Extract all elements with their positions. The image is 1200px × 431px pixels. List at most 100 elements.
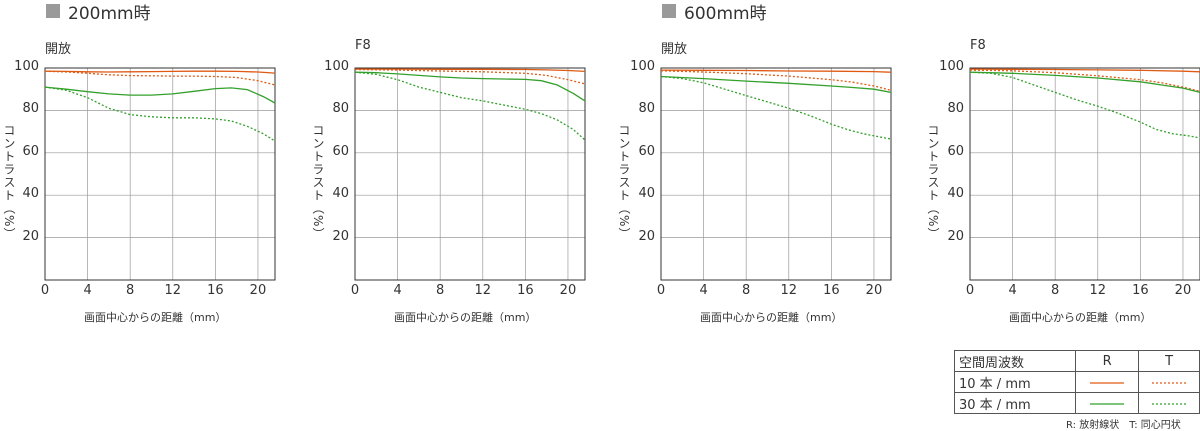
x-tick-label: 8 [126,283,135,298]
series-line [660,70,892,91]
y-tick-label: 100 [324,59,349,74]
x-tick-label: 12 [1089,283,1107,298]
legend-header-row: 空間周波数 R T [954,350,1200,372]
x-tick-label: 20 [249,283,267,298]
legend-row-label: 30 本 / mm [954,392,1076,414]
x-tick-label: 20 [1174,283,1192,298]
y-tick-label: 20 [947,228,964,244]
series-line [355,68,586,73]
y-tick-label: 80 [638,101,655,117]
x-axis-label: 画面中心からの距離（mm） [394,311,537,324]
gray-square-icon [46,4,60,18]
legend-swatch-30-r [1090,402,1125,405]
y-tick-label: 100 [14,59,39,74]
series-line [969,71,1200,94]
section-title: 200mm時 [68,3,151,24]
x-tick-label: 8 [742,283,751,298]
x-tick-label: 0 [350,283,360,298]
y-tick-label: 20 [638,228,655,244]
mtf-chart [660,67,892,281]
x-tick-label: 8 [1051,283,1060,298]
x-tick-label: 4 [83,283,92,298]
plot-frame [44,67,276,281]
legend-row-30: 30 本 / mm [954,392,1200,414]
aperture-label: F8 [970,38,986,53]
y-tick-label: 60 [638,143,655,159]
grid [661,67,891,280]
series-line [44,86,276,142]
mtf-chart [44,67,276,281]
legend-header-r: R [1074,350,1140,372]
y-tick-label: 60 [947,143,964,159]
y-tick-label: 40 [332,186,349,202]
x-tick-label: 20 [865,283,883,298]
y-tick-label: 20 [332,228,349,244]
x-tick-label: 0 [40,283,50,298]
series-line [44,70,276,86]
series-line [44,86,276,104]
x-axis-label: 画面中心からの距離（mm） [84,311,227,324]
grid [355,67,585,280]
series-line [660,69,892,73]
plot-frame [969,67,1200,281]
x-tick-label: 12 [780,283,798,298]
section-header-600mm: 600mm時 [662,0,767,24]
series-line [660,75,892,140]
y-tick-label: 60 [332,143,349,159]
grid [970,67,1200,280]
x-tick-label: 4 [1008,283,1017,298]
x-tick-label: 16 [517,283,534,298]
legend-swatch-30-t [1152,402,1187,405]
x-tick-label: 0 [965,283,975,298]
y-tick-label: 100 [630,59,655,74]
x-tick-label: 16 [207,283,224,298]
x-tick-label: 0 [656,283,666,298]
legend-header-frequency: 空間周波数 [954,350,1076,372]
legend-header-t: T [1138,350,1200,372]
grid [45,67,275,280]
mtf-chart [969,67,1200,281]
legend-swatch-10-t [1152,381,1187,384]
legend-row-label: 10 本 / mm [954,371,1076,393]
series-line [969,69,1200,92]
x-tick-label: 4 [699,283,708,298]
series-line [354,68,586,85]
y-tick-label: 80 [947,101,964,117]
y-axis-label: コントラスト（%） [311,124,325,241]
plot-frame [660,67,892,281]
y-tick-label: 40 [947,186,964,202]
y-tick-label: 40 [22,186,39,202]
x-tick-label: 8 [436,283,445,298]
legend-note: R: 放射線状 T: 同心円状 [1066,420,1181,431]
y-tick-label: 40 [638,186,655,202]
series-line [969,71,1200,139]
section-header-200mm: 200mm時 [46,0,151,24]
x-tick-label: 20 [559,283,577,298]
legend-swatch-10-r [1090,381,1125,384]
y-axis-label: コントラスト（%） [2,124,16,241]
plot-frame [354,67,586,281]
series-line [969,68,1200,73]
series-line [44,70,276,74]
y-axis-label: コントラスト（%） [617,124,631,241]
y-tick-label: 20 [22,228,39,244]
series-line [354,71,586,102]
section-title: 600mm時 [684,3,767,24]
mtf-chart [354,67,586,281]
y-tick-label: 60 [22,143,39,159]
gray-square-icon [662,4,676,18]
x-axis-label: 画面中心からの距離（mm） [700,311,843,324]
x-tick-label: 4 [393,283,402,298]
x-tick-label: 12 [164,283,182,298]
legend-table: 空間周波数 R T 10 本 / mm 30 本 / mm [954,350,1200,414]
aperture-label: 開放 [661,42,688,57]
aperture-label: 開放 [45,42,72,57]
x-tick-label: 16 [1132,283,1149,298]
y-tick-label: 80 [22,101,39,117]
x-tick-label: 12 [474,283,492,298]
x-axis-label: 画面中心からの距離（mm） [1009,311,1152,324]
y-tick-label: 100 [939,59,964,74]
aperture-label: F8 [355,38,371,53]
y-axis-label: コントラスト（%） [926,124,940,241]
legend-row-10: 10 本 / mm [954,371,1200,393]
